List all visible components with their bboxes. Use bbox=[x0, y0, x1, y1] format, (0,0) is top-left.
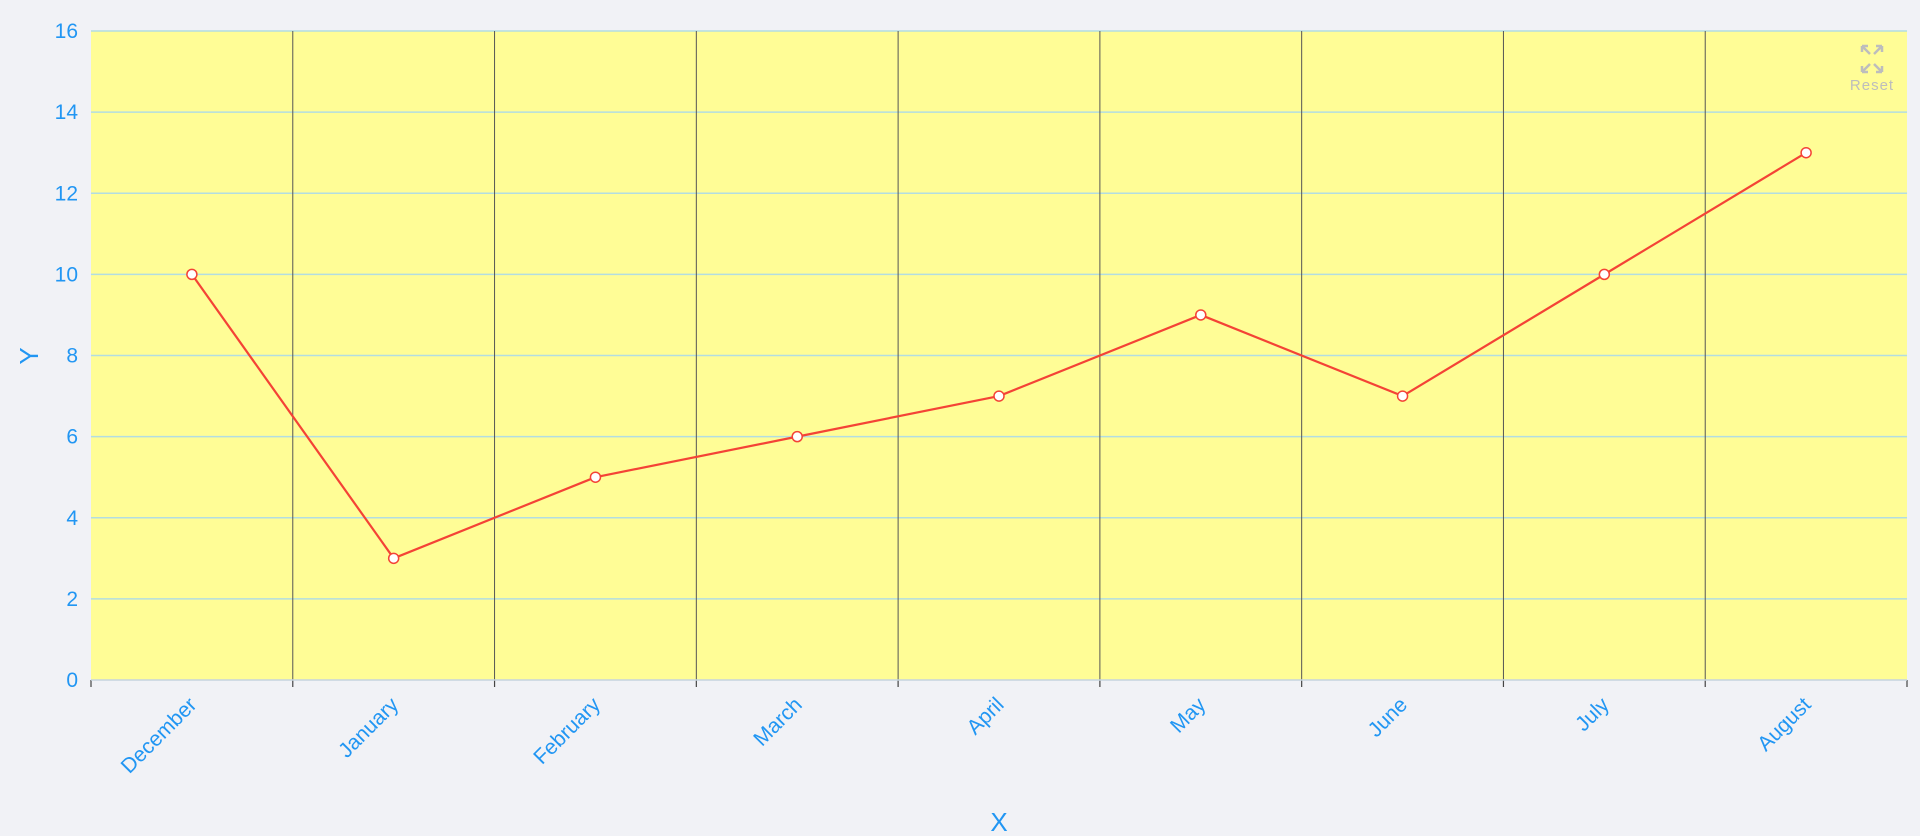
data-point[interactable] bbox=[1800, 146, 1812, 159]
marker-layer bbox=[186, 146, 1812, 565]
data-point[interactable] bbox=[993, 390, 1005, 402]
horizontal-gridlines bbox=[91, 30, 1907, 600]
x-tick-label: August bbox=[1753, 693, 1816, 756]
reset-zoom-button[interactable]: Reset bbox=[1850, 44, 1894, 94]
x-tick-label: January bbox=[334, 693, 403, 762]
y-tick-label: 10 bbox=[55, 263, 78, 286]
data-point[interactable] bbox=[589, 471, 602, 483]
x-tick-label: April bbox=[963, 693, 1009, 739]
data-point[interactable] bbox=[1396, 390, 1409, 402]
y-tick-label: 6 bbox=[66, 426, 78, 449]
expand-arrows-icon bbox=[1860, 44, 1884, 74]
y-tick-label: 0 bbox=[66, 669, 78, 692]
data-point[interactable] bbox=[387, 552, 400, 565]
y-axis-title: Y bbox=[14, 347, 44, 364]
data-point[interactable] bbox=[186, 268, 198, 281]
data-point[interactable] bbox=[1195, 309, 1207, 321]
x-tick-label: February bbox=[529, 693, 605, 769]
x-tick-label: May bbox=[1166, 693, 1211, 738]
x-axis-tick-labels: December January February March April May June… bbox=[117, 693, 1816, 778]
reset-label: Reset bbox=[1850, 77, 1894, 94]
x-axis bbox=[90, 679, 1908, 687]
x-tick-label: March bbox=[749, 693, 807, 751]
y-tick-label: 2 bbox=[66, 588, 78, 611]
y-tick-label: 12 bbox=[55, 182, 78, 205]
x-tick-label: December bbox=[117, 693, 202, 778]
x-axis-title: X bbox=[990, 807, 1007, 836]
y-tick-label: 16 bbox=[55, 20, 78, 43]
data-point[interactable] bbox=[1598, 268, 1611, 281]
x-tick-label: July bbox=[1571, 693, 1614, 736]
y-tick-label: 4 bbox=[66, 507, 78, 530]
y-tick-label: 14 bbox=[55, 101, 79, 124]
data-point[interactable] bbox=[791, 430, 803, 443]
y-axis-tick-labels: 0 2 4 6 8 10 12 14 16 bbox=[55, 20, 79, 692]
x-tick-label: June bbox=[1364, 693, 1412, 741]
y-tick-label: 8 bbox=[66, 345, 78, 368]
